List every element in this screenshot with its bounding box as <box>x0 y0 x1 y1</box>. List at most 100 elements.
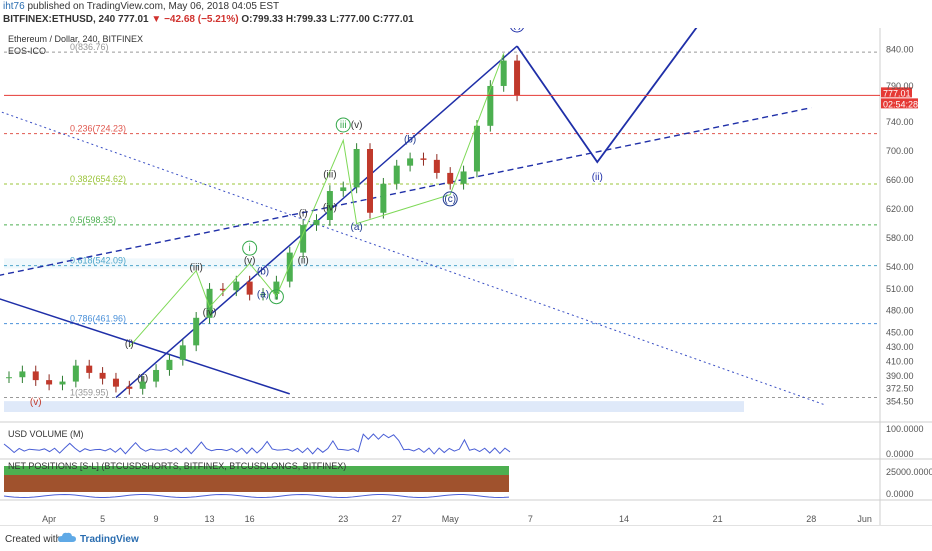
candle-body <box>433 159 440 173</box>
wave-label: (b) <box>404 134 416 145</box>
wave-label: (ii) <box>298 255 309 266</box>
net-long-area <box>4 475 509 492</box>
volume-panel-label: USD VOLUME (M) <box>8 429 84 439</box>
wave-label: (iii) <box>323 169 336 180</box>
candle-body <box>340 187 347 192</box>
down-arrow-icon: ▼ <box>151 14 162 25</box>
candle-body <box>86 365 93 373</box>
x-axis-tick: Jun <box>857 514 872 524</box>
net-positions-label: NET POSITIONS [S-L] (BTCUSDSHORTS, BITFI… <box>8 461 346 471</box>
high-value: H:799.33 <box>285 14 327 25</box>
chart-title: Ethereum / Dollar, 240, BITFINEX <box>8 34 143 44</box>
countdown-tag <box>881 98 918 109</box>
wave-label: i <box>249 243 251 254</box>
x-axis-tick: 7 <box>528 514 533 524</box>
chart-subtitle: EOS-ICO <box>8 46 46 56</box>
wave-label: (iv) <box>323 203 337 214</box>
volume-y-tick: 0.0000 <box>886 449 914 459</box>
candle-body <box>6 377 12 379</box>
author-link[interactable]: iht76 <box>3 1 25 12</box>
fib-level-label: 0.5(598.35) <box>70 215 116 225</box>
ohlc-line: BITFINEX:ETHUSD, 240 777.01 ▼ −42.68 (−5… <box>3 14 414 27</box>
candle-body <box>99 372 106 379</box>
candle-body <box>353 148 360 188</box>
wave-label: (ii) <box>592 172 603 183</box>
y-axis-tick: 620.00 <box>886 204 914 214</box>
candle-body <box>366 148 373 213</box>
candle-body <box>460 171 467 184</box>
wave-label: (iv) <box>203 308 217 319</box>
wave-projection-line <box>516 28 698 164</box>
y-axis-tick: 410.00 <box>886 356 914 366</box>
candle-body <box>246 281 253 295</box>
wave-label-circle <box>442 191 458 207</box>
open-value: O:799.33 <box>241 14 284 25</box>
price-chart[interactable]: 0(836.76) 0.236(724.23) 0.382(654.62) 0.5(5… <box>0 28 932 525</box>
symbol-label: BITFINEX:ETHUSD, 240 <box>3 14 116 25</box>
countdown-label: 02:54:28 <box>883 99 918 109</box>
y-axis-tick: 540.00 <box>886 262 914 272</box>
y-axis-tick: 450.00 <box>886 327 914 337</box>
y-axis-tick: 372.50 <box>886 383 914 393</box>
y-axis-tick: 480.00 <box>886 306 914 316</box>
x-axis-tick: May <box>442 514 460 524</box>
y-axis-tick: 660.00 <box>886 175 914 185</box>
fib-level-label: 0.786(461.96) <box>70 314 126 324</box>
wave-label: (b) <box>257 266 269 277</box>
x-axis-tick: 16 <box>245 514 255 524</box>
candle-body <box>447 172 454 184</box>
candle-body <box>46 380 53 385</box>
x-axis-tick: 27 <box>392 514 402 524</box>
y-axis-tick: 390.00 <box>886 371 914 381</box>
wave-label: ii <box>274 292 278 303</box>
tradingview-logo[interactable]: TradingView <box>80 534 139 545</box>
publish-info: iht76 published on TradingView.com, May … <box>3 1 279 13</box>
candle-body <box>326 191 333 220</box>
wave-label: (i) <box>513 28 522 31</box>
wave-label: (a) <box>257 290 269 301</box>
wave-label: (i) <box>125 339 134 350</box>
x-axis-tick: 21 <box>713 514 723 524</box>
candle-body <box>473 125 480 172</box>
close-value: C:777.01 <box>372 14 414 25</box>
change-value: −42.68 (−5.21%) <box>164 14 239 25</box>
candle-body <box>179 345 186 360</box>
candle-body <box>286 252 293 282</box>
candle-body <box>59 381 66 385</box>
candle-body <box>19 371 26 378</box>
fib-level-label: 0.618(542.09) <box>70 256 126 266</box>
x-axis-tick: 14 <box>619 514 629 524</box>
candle-body <box>420 158 427 160</box>
candle-body <box>166 359 173 370</box>
candle-body <box>500 60 507 86</box>
wave-label-circle <box>510 28 524 33</box>
candle-body <box>126 386 133 389</box>
y-axis-tick: 354.50 <box>886 396 914 406</box>
fib-level-label: 0(836.76) <box>70 42 109 52</box>
fib-level-label: 1(359.95) <box>70 388 109 398</box>
wave-label: (a) <box>351 222 363 233</box>
wave-label: (v) <box>30 397 42 408</box>
candle-body <box>380 183 387 213</box>
footer: Created with TradingView <box>0 525 932 551</box>
candle-body <box>219 288 226 291</box>
wave-label: (v) <box>244 255 256 266</box>
volume-line <box>3 433 511 455</box>
price-tag <box>881 87 912 98</box>
wave-label: (i) <box>299 208 308 219</box>
wave-label: iii <box>340 120 347 131</box>
candle-body <box>153 369 160 382</box>
dotted-trendline <box>0 110 825 406</box>
x-axis-tick: 13 <box>205 514 215 524</box>
dashed-trendline <box>0 107 812 276</box>
candle-body <box>32 371 39 381</box>
x-axis-tick: Apr <box>42 514 56 524</box>
fib-zone <box>4 258 514 269</box>
published-text: published on TradingView.com, May 06, 20… <box>27 1 280 12</box>
candle-body <box>193 317 200 346</box>
y-axis-tick: 700.00 <box>886 146 914 156</box>
volume-y-tick: 100.0000 <box>886 424 924 434</box>
y-axis-tick: 840.00 <box>886 45 914 55</box>
y-axis-tick: 430.00 <box>886 342 914 352</box>
candle-body <box>273 281 280 294</box>
